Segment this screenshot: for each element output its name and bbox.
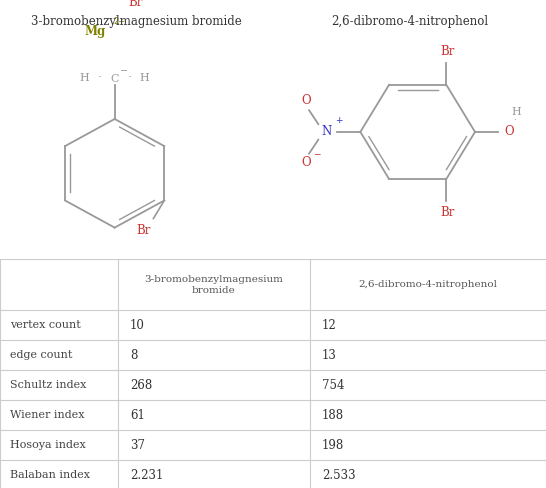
- Text: Br: Br: [441, 45, 455, 58]
- Text: O: O: [504, 125, 514, 139]
- Text: 2.533: 2.533: [322, 468, 355, 482]
- Text: Br: Br: [441, 206, 455, 219]
- Text: N: N: [322, 125, 331, 139]
- Text: 12: 12: [322, 319, 337, 332]
- Text: 2.231: 2.231: [130, 468, 163, 482]
- Text: ·: ·: [97, 71, 102, 84]
- Text: vertex count: vertex count: [10, 321, 81, 330]
- Text: Balaban index: Balaban index: [10, 470, 90, 480]
- Text: O: O: [301, 157, 311, 169]
- Text: H: H: [511, 107, 521, 117]
- Text: H: H: [80, 73, 90, 82]
- Text: 10: 10: [130, 319, 145, 332]
- Text: 37: 37: [130, 439, 145, 451]
- Text: +: +: [335, 116, 343, 125]
- Text: 3-bromobenzylmagnesium
bromide: 3-bromobenzylmagnesium bromide: [145, 275, 283, 295]
- Text: H: H: [140, 73, 150, 82]
- Text: ·: ·: [128, 71, 132, 84]
- Text: 13: 13: [322, 349, 337, 362]
- Text: Mg: Mg: [85, 24, 106, 38]
- Text: 198: 198: [322, 439, 344, 451]
- Text: edge count: edge count: [10, 350, 73, 360]
- Text: Br: Br: [128, 0, 143, 9]
- Text: 754: 754: [322, 379, 345, 392]
- Text: −: −: [313, 149, 321, 158]
- Text: Br: Br: [136, 224, 151, 237]
- Text: −: −: [121, 66, 128, 76]
- Text: Hosoya index: Hosoya index: [10, 440, 86, 450]
- Text: 268: 268: [130, 379, 152, 392]
- Text: ·: ·: [514, 116, 518, 125]
- Text: 188: 188: [322, 409, 344, 422]
- Text: Wiener index: Wiener index: [10, 410, 85, 420]
- Text: 2,6-dibromo-4-nitrophenol: 2,6-dibromo-4-nitrophenol: [359, 280, 497, 289]
- Text: 8: 8: [130, 349, 138, 362]
- Text: 3-bromobenzylmagnesium bromide: 3-bromobenzylmagnesium bromide: [31, 16, 242, 28]
- Text: 2+: 2+: [113, 17, 125, 26]
- Text: O: O: [301, 94, 311, 107]
- Text: 61: 61: [130, 409, 145, 422]
- Text: 2,6-dibromo-4-nitrophenol: 2,6-dibromo-4-nitrophenol: [331, 16, 488, 28]
- Text: C: C: [110, 74, 119, 84]
- Text: Schultz index: Schultz index: [10, 380, 86, 390]
